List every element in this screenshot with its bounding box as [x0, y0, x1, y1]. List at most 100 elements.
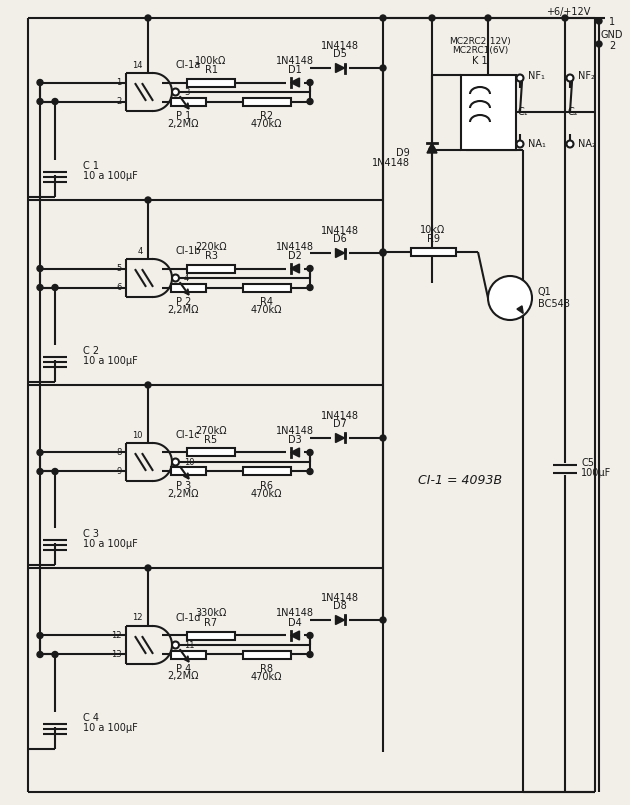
Text: MC2RC1(6V): MC2RC1(6V) — [452, 46, 508, 55]
Text: P 1: P 1 — [176, 110, 191, 121]
Circle shape — [52, 98, 58, 105]
Text: 1N4148: 1N4148 — [321, 593, 359, 603]
Polygon shape — [290, 448, 299, 457]
Text: 1N4148: 1N4148 — [372, 158, 410, 168]
Text: 1: 1 — [609, 17, 615, 27]
Text: K 1: K 1 — [472, 56, 488, 65]
Circle shape — [566, 141, 573, 147]
Circle shape — [429, 15, 435, 21]
Text: 10 a 100μF: 10 a 100μF — [83, 539, 138, 549]
Text: CI-1 = 4093B: CI-1 = 4093B — [418, 473, 502, 486]
Text: 10 a 100μF: 10 a 100μF — [83, 171, 138, 181]
Text: C 4: C 4 — [83, 713, 99, 723]
Text: 8: 8 — [116, 448, 122, 457]
Text: 1N4148: 1N4148 — [276, 242, 314, 251]
Bar — [243, 97, 290, 105]
Circle shape — [307, 449, 313, 456]
Text: 11: 11 — [184, 641, 195, 650]
Text: 10 a 100μF: 10 a 100μF — [83, 723, 138, 733]
Text: 12: 12 — [132, 613, 143, 622]
Text: NA₂: NA₂ — [578, 139, 596, 149]
Text: D2: D2 — [288, 250, 302, 261]
Circle shape — [52, 469, 58, 474]
Text: 14: 14 — [132, 60, 143, 69]
Bar — [187, 265, 235, 273]
Bar — [243, 650, 290, 658]
Circle shape — [485, 15, 491, 21]
Circle shape — [380, 65, 386, 71]
Text: R8: R8 — [260, 663, 273, 674]
Text: 10kΩ: 10kΩ — [420, 225, 445, 235]
Text: 2: 2 — [609, 41, 615, 51]
Polygon shape — [517, 306, 523, 313]
Circle shape — [488, 276, 532, 320]
Text: CI-1c: CI-1c — [176, 430, 200, 440]
Text: C 3: C 3 — [83, 529, 99, 539]
Circle shape — [172, 275, 179, 282]
Text: 270kΩ: 270kΩ — [195, 426, 227, 436]
Text: Q1: Q1 — [538, 287, 552, 297]
Text: 2,2MΩ: 2,2MΩ — [168, 304, 199, 315]
Text: C₁: C₁ — [518, 107, 529, 117]
Text: 10: 10 — [184, 457, 195, 467]
Text: NF₁: NF₁ — [528, 71, 545, 81]
Text: D3: D3 — [288, 435, 302, 444]
Text: CI-1d: CI-1d — [176, 613, 202, 623]
Text: NF₂: NF₂ — [578, 71, 595, 81]
Polygon shape — [336, 616, 345, 625]
Text: MC2RC2(12V): MC2RC2(12V) — [449, 37, 511, 46]
Text: R6: R6 — [260, 481, 273, 490]
Text: 1N4148: 1N4148 — [276, 426, 314, 436]
Text: 1N4148: 1N4148 — [321, 411, 359, 421]
Polygon shape — [427, 143, 437, 153]
Text: C 2: C 2 — [83, 346, 99, 356]
Text: 470kΩ: 470kΩ — [251, 118, 282, 129]
Circle shape — [380, 249, 386, 255]
Text: 10 a 100μF: 10 a 100μF — [83, 356, 138, 366]
Text: +6/+12V: +6/+12V — [546, 7, 590, 17]
Text: CI-1b: CI-1b — [176, 246, 202, 256]
Bar — [187, 79, 235, 86]
Bar — [243, 283, 290, 291]
Text: C₂: C₂ — [568, 107, 578, 117]
Circle shape — [566, 75, 573, 81]
Text: D9: D9 — [396, 148, 410, 158]
Circle shape — [307, 633, 313, 638]
Bar — [187, 448, 235, 456]
Bar — [171, 97, 206, 105]
Text: 470kΩ: 470kΩ — [251, 304, 282, 315]
Circle shape — [37, 266, 43, 271]
Text: 2,2MΩ: 2,2MΩ — [168, 671, 199, 682]
Text: 1N4148: 1N4148 — [321, 226, 359, 236]
Text: 1N4148: 1N4148 — [321, 41, 359, 51]
Text: 6: 6 — [116, 283, 122, 292]
Bar — [243, 468, 290, 476]
Polygon shape — [290, 264, 299, 273]
Polygon shape — [336, 64, 345, 72]
Circle shape — [307, 266, 313, 271]
Circle shape — [52, 284, 58, 291]
Text: 4: 4 — [138, 246, 143, 255]
Circle shape — [380, 617, 386, 623]
Bar — [461, 75, 515, 150]
Circle shape — [307, 80, 313, 85]
Text: D7: D7 — [333, 419, 347, 429]
Text: D4: D4 — [288, 617, 302, 628]
Text: R1: R1 — [205, 64, 217, 75]
Circle shape — [37, 651, 43, 658]
Circle shape — [307, 469, 313, 474]
Circle shape — [37, 469, 43, 474]
Circle shape — [429, 147, 435, 152]
Text: 1: 1 — [117, 78, 122, 87]
Text: GND: GND — [601, 30, 623, 40]
Polygon shape — [336, 434, 345, 443]
Circle shape — [380, 250, 386, 256]
Text: P 4: P 4 — [176, 663, 191, 674]
Circle shape — [517, 141, 524, 147]
Circle shape — [596, 41, 602, 47]
Text: R7: R7 — [205, 617, 217, 628]
Bar — [171, 468, 206, 476]
Text: R3: R3 — [205, 250, 217, 261]
Circle shape — [37, 98, 43, 105]
Circle shape — [380, 435, 386, 441]
